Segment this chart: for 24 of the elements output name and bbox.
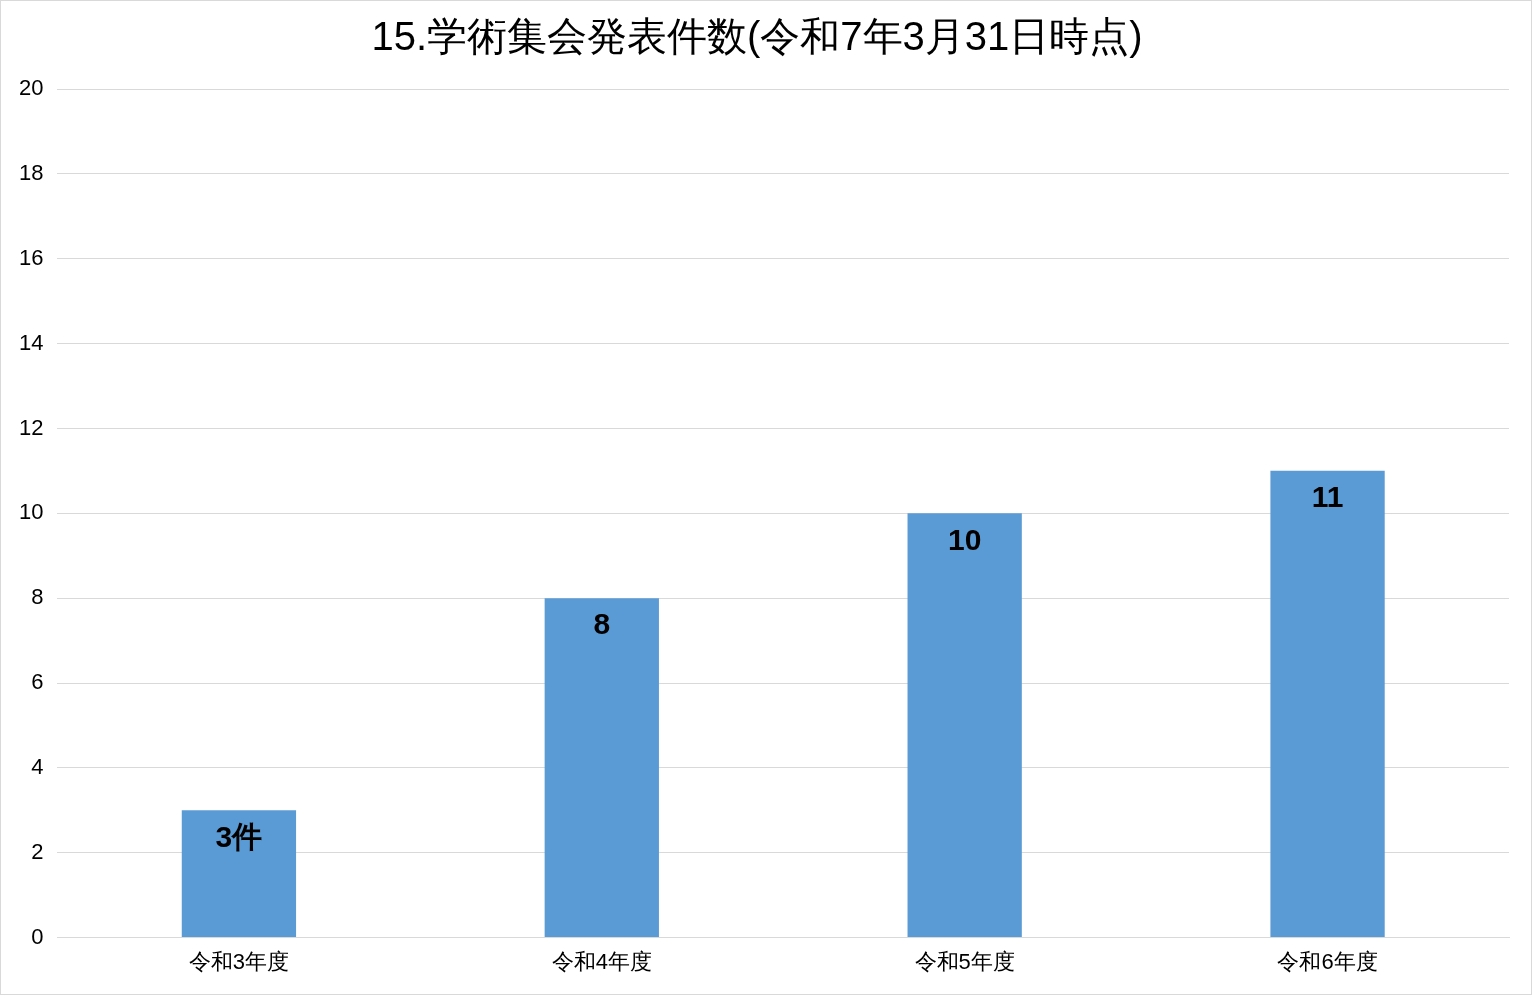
data-label: 3件 bbox=[215, 819, 263, 853]
y-tick-label: 20 bbox=[18, 75, 44, 101]
data-label: 10 bbox=[947, 522, 982, 556]
y-tick-label: 16 bbox=[18, 244, 44, 270]
chart-title: 15.学術集会発表件数(令和7年3月31日時点) bbox=[371, 14, 1143, 59]
data-label: 8 bbox=[593, 607, 611, 641]
x-tick-label: 令和3年度 bbox=[188, 948, 290, 974]
y-tick-label: 18 bbox=[18, 159, 44, 185]
data-label: 11 bbox=[1311, 480, 1344, 514]
bar bbox=[1270, 470, 1385, 938]
bar bbox=[907, 513, 1022, 938]
y-tick-label: 12 bbox=[18, 414, 44, 440]
y-tick-label: 6 bbox=[31, 669, 44, 695]
y-tick-label: 8 bbox=[31, 584, 44, 610]
bar bbox=[181, 810, 297, 938]
bar bbox=[544, 598, 659, 938]
x-tick-label: 令和4年度 bbox=[551, 948, 652, 974]
y-tick-label: 14 bbox=[18, 329, 44, 355]
y-tick-label: 2 bbox=[31, 838, 44, 864]
y-tick-label: 0 bbox=[31, 923, 44, 949]
y-tick-label: 10 bbox=[18, 499, 44, 525]
x-tick-label: 令和5年度 bbox=[914, 948, 1015, 974]
x-tick-label: 令和6年度 bbox=[1277, 948, 1378, 974]
y-tick-label: 4 bbox=[31, 753, 44, 779]
